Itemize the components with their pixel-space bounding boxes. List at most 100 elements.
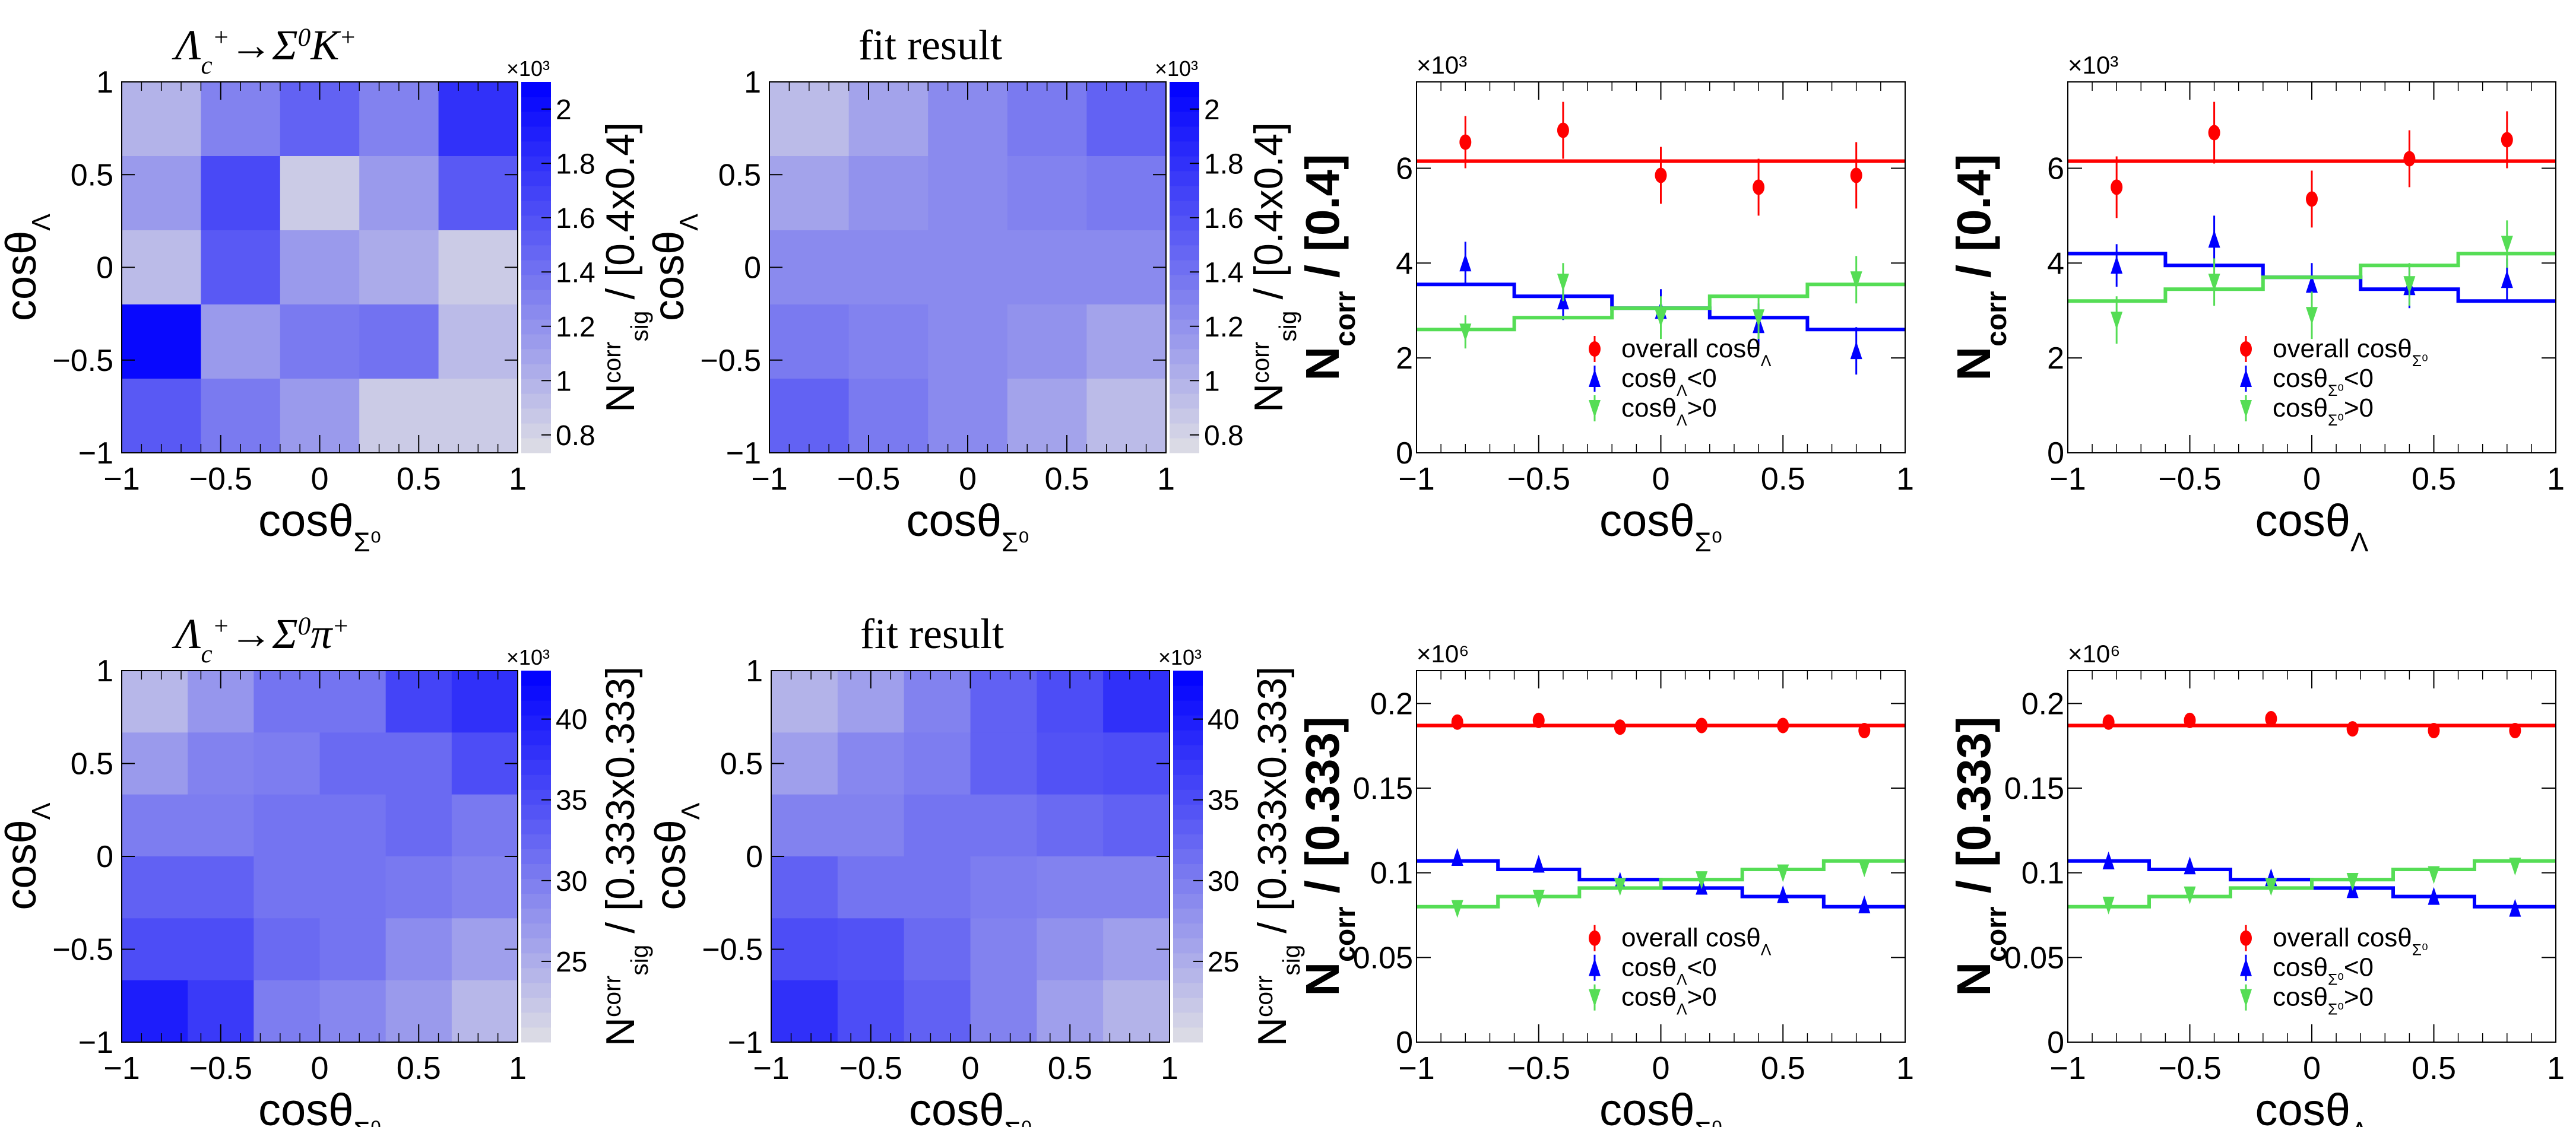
colorbar-band — [1173, 819, 1203, 834]
heatmap-cell — [122, 794, 188, 857]
data-point — [2501, 270, 2513, 288]
data-point — [1753, 309, 1765, 328]
legend-entry: cosθΛ>0 — [1621, 393, 1717, 429]
colorbar-band — [521, 700, 551, 716]
legend-entry-part: Λ — [1677, 1001, 1687, 1018]
y-tick-label: 0.2 — [2021, 687, 2064, 721]
legend-entry-part: Λ — [1677, 971, 1687, 989]
data-point — [2346, 872, 2359, 891]
x-tick-label: 0.5 — [1044, 461, 1089, 497]
heatmap-cell — [970, 856, 1037, 919]
y-tick-label: 6 — [2047, 151, 2064, 186]
colorbar-tick-label: 1.4 — [556, 257, 595, 288]
data-point — [2102, 896, 2115, 915]
panel-0: 0.8 1 1.2 1.4 1.6 1.8 2×10³ Ncorrsig / [0.4x0.4… — [0, 21, 653, 557]
legend-entry-part: Σ⁰ — [2412, 352, 2428, 370]
x-tick-label: 0.5 — [1048, 1050, 1092, 1086]
y-tick-label: 0 — [744, 251, 761, 285]
y-axis-title: cosθΛ — [0, 802, 56, 910]
colorbar-band — [1170, 171, 1199, 186]
colorbar-band — [1170, 334, 1199, 350]
data-point — [1777, 864, 1789, 882]
x-axis-title-part: Σ⁰ — [1002, 527, 1029, 557]
data-point — [2111, 312, 2123, 330]
legend-entry: cosθΣ⁰>0 — [2273, 393, 2374, 429]
data-point — [1850, 341, 1862, 360]
y-axis-title-part: N — [1947, 962, 2000, 996]
colorbar-tick-label: 40 — [1208, 704, 1239, 736]
legend-entry-part: Λ — [1677, 411, 1687, 429]
colorbar-title: Ncorrsig / [0.4x0.4] — [598, 122, 653, 412]
heatmap-cell — [970, 732, 1037, 795]
y-tick-label: 0.5 — [71, 158, 113, 192]
series-0 — [2068, 101, 2556, 228]
y-tick-label: 0.1 — [1370, 856, 1413, 891]
heatmap-cell — [385, 856, 452, 919]
data-point — [2428, 887, 2440, 905]
heatmap-cell — [771, 794, 838, 857]
heatmap-cell — [359, 304, 439, 379]
legend-entry-part: Λ — [1761, 941, 1772, 959]
colorbar-band — [1173, 774, 1203, 790]
data-point — [1557, 274, 1569, 292]
x-tick-label: 1 — [1896, 1050, 1914, 1086]
heatmap-cell — [319, 732, 386, 795]
fit-step-histogram — [2068, 859, 2556, 909]
y-tick-label: 0.15 — [2004, 772, 2064, 806]
x-axis-title-part: Σ⁰ — [354, 1116, 381, 1127]
y-axis-title: Ncorr / [0.333] — [1296, 716, 1361, 996]
data-point — [1557, 122, 1569, 138]
colorbar-band — [1170, 141, 1199, 157]
heatmap-cell — [451, 980, 518, 1043]
legend-marker — [1589, 369, 1601, 387]
data-point — [1850, 167, 1862, 183]
colorbar-band — [1170, 201, 1199, 216]
colorbar-band — [521, 938, 551, 954]
y-axis-title-part: cosθ — [0, 820, 45, 910]
legend-entry-part: Λ — [1761, 352, 1772, 370]
colorbar-band — [1170, 82, 1199, 97]
colorbar-band — [1170, 393, 1199, 409]
colorbar-band — [521, 1027, 551, 1043]
heatmap-cell — [769, 230, 850, 305]
y-axis-title-part: corr — [1330, 907, 1361, 962]
colorbar-band — [521, 245, 551, 261]
heatmap-cell — [122, 980, 188, 1043]
colorbar-band — [521, 967, 551, 983]
legend-marker — [2240, 958, 2252, 976]
y-axis-title-part: Λ — [675, 214, 704, 231]
heatmap-cell — [1037, 856, 1104, 919]
heatmap-cell — [438, 156, 518, 231]
colorbar-band — [521, 893, 551, 909]
x-axis-title: cosθΣ⁰ — [909, 1085, 1032, 1127]
x-tick-label: 0 — [2303, 461, 2321, 497]
x-axis-title-part: cosθ — [258, 1085, 354, 1127]
legend-marker — [1589, 400, 1601, 418]
legend-entry: cosθΛ<0 — [1621, 364, 1717, 399]
data-point — [2265, 878, 2277, 896]
y-tick-label: 1 — [96, 654, 113, 688]
colorbar-band — [521, 260, 551, 275]
colorbar-tick-label: 1.8 — [1204, 148, 1244, 180]
heatmap-cell — [837, 856, 905, 919]
x-axis-title-part: Σ⁰ — [1695, 1116, 1722, 1127]
y-multiplier: ×10⁶ — [1417, 640, 1469, 668]
heatmap-cell — [122, 856, 188, 919]
heatmap-cell — [1037, 732, 1104, 795]
y-axis-title-part: / [0.333] — [1947, 716, 2000, 906]
colorbar-band — [1170, 290, 1199, 305]
colorbar-tick-label: 25 — [1208, 947, 1239, 978]
x-tick-label: 0 — [2303, 1050, 2321, 1086]
y-tick-label: 0 — [2047, 1026, 2064, 1060]
plot-title-part: fit result — [860, 610, 1004, 658]
legend-entry-part: cosθ — [2273, 393, 2328, 423]
colorbar-title-part: N — [598, 383, 643, 412]
x-tick-label: −0.5 — [189, 1050, 252, 1086]
heatmap-cell — [438, 82, 518, 157]
x-tick-label: 0 — [1652, 461, 1669, 497]
legend-entry: cosθΣ⁰<0 — [2273, 953, 2374, 989]
heatmap-cell — [201, 230, 281, 305]
x-axis-title-part: cosθ — [2255, 496, 2350, 546]
x-tick-label: 0.5 — [1761, 461, 1805, 497]
